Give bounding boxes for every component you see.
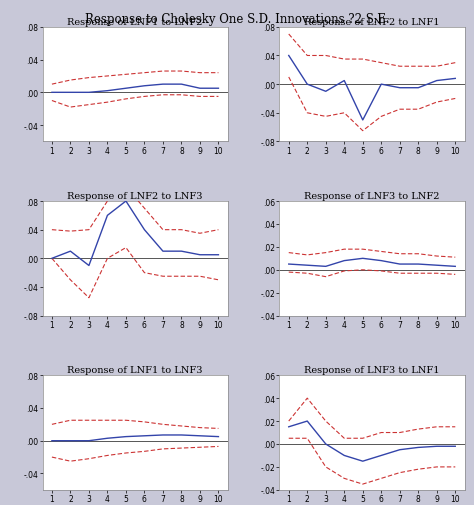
Title: Response of LNF3 to LNF2: Response of LNF3 to LNF2 — [304, 192, 440, 201]
Title: Response of LNF1 to LNF2: Response of LNF1 to LNF2 — [67, 18, 203, 27]
Text: Response to Cholesky One S.D. Innovations ?2 S.E.: Response to Cholesky One S.D. Innovation… — [85, 13, 389, 26]
Title: Response of LNF2 to LNF3: Response of LNF2 to LNF3 — [67, 192, 203, 201]
Title: Response of LNF3 to LNF1: Response of LNF3 to LNF1 — [304, 366, 440, 375]
Title: Response of LNF1 to LNF3: Response of LNF1 to LNF3 — [67, 366, 203, 375]
Title: Response of LNF2 to LNF1: Response of LNF2 to LNF1 — [304, 18, 440, 27]
